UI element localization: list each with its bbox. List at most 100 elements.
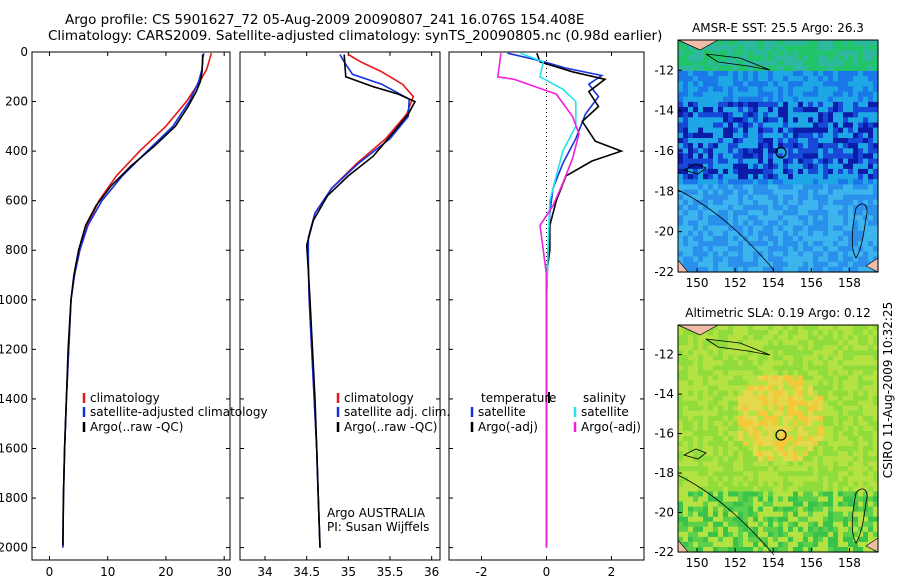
heatmap-cell	[843, 410, 849, 417]
heatmap-cell	[868, 205, 874, 211]
heatmap-cell	[813, 65, 819, 72]
heatmap-cell	[723, 138, 729, 144]
heatmap-cell	[748, 415, 754, 422]
heatmap-cell	[773, 521, 779, 528]
heatmap-cell	[818, 45, 824, 51]
heatmap-cell	[763, 148, 769, 155]
heatmap-cell	[803, 375, 809, 381]
heatmap-cell	[813, 436, 819, 442]
heatmap-cell	[693, 496, 699, 503]
heatmap-cell	[768, 55, 774, 62]
heatmap-cell	[778, 360, 784, 366]
heatmap-cell	[823, 215, 829, 222]
heatmap-cell	[768, 189, 774, 196]
heatmap-cell	[843, 506, 849, 513]
heatmap-cell	[823, 86, 829, 93]
y-tick-label: -16	[654, 427, 674, 441]
heatmap-cell	[818, 420, 824, 427]
heatmap-cell	[698, 451, 704, 457]
heatmap-cell	[758, 76, 764, 82]
heatmap-cell	[783, 179, 789, 185]
heatmap-cell	[843, 251, 849, 258]
heatmap-cell	[843, 261, 849, 268]
y-tick-label: -14	[654, 387, 674, 401]
heatmap-cell	[728, 355, 734, 361]
heatmap-cell	[713, 117, 719, 124]
heatmap-cell	[708, 415, 714, 422]
heatmap-cell	[703, 127, 709, 134]
heatmap-cell	[693, 355, 699, 361]
heatmap-cell	[813, 174, 819, 180]
heatmap-cell	[803, 486, 809, 492]
heatmap-cell	[838, 476, 844, 482]
heatmap-cell	[843, 370, 849, 376]
heatmap-cell	[798, 340, 804, 346]
heatmap-cell	[713, 40, 719, 46]
heatmap-cell	[738, 536, 744, 543]
heatmap-cell	[713, 261, 719, 268]
heatmap-cell	[713, 375, 719, 381]
heatmap-cell	[708, 471, 714, 477]
heatmap-cell	[783, 194, 789, 201]
heatmap-cell	[678, 235, 684, 242]
heatmap-cell	[803, 70, 809, 77]
heatmap-cell	[688, 400, 694, 407]
heatmap-cell	[818, 143, 824, 149]
heatmap-cell	[813, 184, 819, 191]
heatmap-cell	[873, 70, 879, 77]
heatmap-cell	[733, 122, 739, 129]
heatmap-cell	[828, 220, 834, 227]
heatmap-cell	[768, 350, 774, 356]
heatmap-cell	[703, 521, 709, 528]
heatmap-cell	[758, 355, 764, 361]
heatmap-cell	[738, 132, 744, 139]
heatmap-cell	[683, 194, 689, 201]
heatmap-cell	[703, 235, 709, 242]
heatmap-cell	[713, 86, 719, 93]
heatmap-cell	[733, 81, 739, 87]
heatmap-cell	[708, 441, 714, 447]
heatmap-cell	[688, 65, 694, 72]
heatmap-cell	[743, 107, 749, 113]
heatmap-cell	[773, 127, 779, 134]
argo-float-marker	[775, 429, 787, 441]
heatmap-cell	[788, 138, 794, 144]
heatmap-cell	[853, 246, 859, 252]
heatmap-cell	[818, 456, 824, 462]
heatmap-cell	[858, 168, 864, 175]
heatmap-cell	[688, 446, 694, 452]
heatmap-cell	[853, 446, 859, 452]
heatmap-cell	[743, 375, 749, 381]
heatmap-cell	[683, 132, 689, 139]
heatmap-cell	[843, 50, 849, 57]
heatmap-cell	[713, 112, 719, 118]
heatmap-cell	[818, 360, 824, 366]
heatmap-cell	[868, 451, 874, 457]
heatmap-cell	[708, 491, 714, 498]
heatmap-cell	[858, 536, 864, 543]
heatmap-cell	[703, 138, 709, 144]
heatmap-cell	[713, 148, 719, 155]
heatmap-cell	[838, 405, 844, 412]
heatmap-cell	[733, 471, 739, 477]
heatmap-cell	[798, 261, 804, 268]
heatmap-cell	[698, 210, 704, 216]
heatmap-cell	[688, 501, 694, 508]
heatmap-cell	[743, 148, 749, 155]
heatmap-cell	[693, 122, 699, 129]
heatmap-cell	[843, 112, 849, 118]
heatmap-cell	[793, 112, 799, 118]
heatmap-cell	[698, 456, 704, 462]
heatmap-cell	[718, 471, 724, 477]
heatmap-cell	[733, 330, 739, 336]
heatmap-cell	[703, 531, 709, 538]
heatmap-cell	[758, 266, 764, 273]
heatmap-cell	[793, 96, 799, 103]
heatmap-cell	[683, 456, 689, 462]
heatmap-cell	[738, 266, 744, 273]
heatmap-cell	[733, 405, 739, 412]
heatmap-cell	[843, 547, 849, 553]
heatmap-cell	[833, 86, 839, 93]
heatmap-cell	[738, 76, 744, 82]
heatmap-cell	[833, 410, 839, 417]
